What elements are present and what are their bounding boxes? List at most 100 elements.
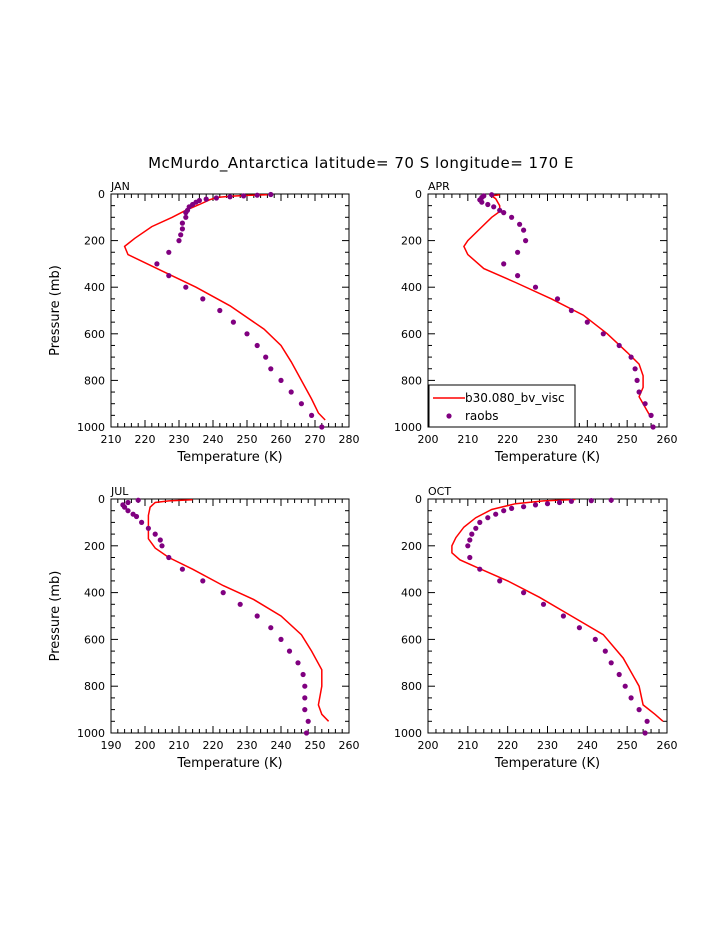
raobs-point bbox=[497, 578, 503, 584]
x-tick-label: 220 bbox=[497, 739, 518, 752]
x-tick-label: 240 bbox=[203, 433, 224, 446]
raobs-point bbox=[568, 307, 575, 314]
raobs-point bbox=[125, 499, 131, 506]
raobs-point bbox=[154, 261, 160, 267]
raobs-point bbox=[305, 718, 311, 724]
legend-obs-label: raobs bbox=[465, 409, 499, 423]
raobs-point bbox=[302, 683, 308, 689]
raobs-point bbox=[532, 284, 539, 290]
raobs-point bbox=[286, 648, 293, 654]
month-label: JAN bbox=[110, 180, 130, 193]
model-profile-line bbox=[123, 194, 326, 421]
x-tick-label: 250 bbox=[617, 433, 638, 446]
legend-obs-swatch bbox=[446, 413, 452, 419]
plot-frame bbox=[110, 193, 350, 428]
x-tick-label: 240 bbox=[577, 739, 598, 752]
raobs-point bbox=[237, 601, 243, 607]
raobs-point bbox=[179, 226, 185, 232]
raobs-point bbox=[166, 273, 172, 279]
y-axis-label: Pressure (mb) bbox=[48, 571, 63, 662]
x-tick-label: 280 bbox=[339, 433, 360, 446]
raobs-point bbox=[254, 342, 260, 349]
y-tick-label: 400 bbox=[84, 281, 105, 294]
panel-jul: JUL 190 200 210 220 230 240 250 260 0 200 400 600 800… bbox=[48, 485, 360, 771]
raobs-point bbox=[227, 194, 233, 200]
month-label: JUL bbox=[110, 485, 129, 498]
legend-box bbox=[428, 384, 576, 428]
x-tick-label: 230 bbox=[537, 433, 558, 446]
figure-title: McMurdo_Antarctica latitude= 70 S longit… bbox=[148, 154, 574, 173]
raobs-point bbox=[200, 296, 206, 302]
raobs-point bbox=[157, 537, 163, 543]
raobs-point bbox=[309, 412, 315, 418]
y-tick-label: 0 bbox=[415, 493, 422, 506]
model-profile-line bbox=[147, 499, 330, 722]
x-axis-label: Temperature (K) bbox=[494, 450, 600, 465]
raobs-point bbox=[467, 537, 473, 543]
raobs-point bbox=[501, 210, 507, 216]
raobs-point bbox=[556, 499, 563, 506]
raobs-point bbox=[515, 249, 521, 255]
raobs-point bbox=[133, 513, 140, 520]
raobs-point bbox=[145, 525, 151, 531]
raobs-point bbox=[152, 531, 158, 537]
x-tick-label: 220 bbox=[203, 739, 224, 752]
raobs-point bbox=[473, 525, 479, 531]
month-label: APR bbox=[428, 180, 450, 193]
raobs-point bbox=[584, 319, 590, 325]
raobs-point bbox=[268, 625, 274, 631]
raobs-point bbox=[254, 613, 260, 619]
y-tick-label: 800 bbox=[84, 374, 105, 387]
y-tick-label: 1000 bbox=[77, 727, 105, 740]
x-tick-label: 210 bbox=[169, 739, 190, 752]
raobs-point bbox=[523, 238, 529, 244]
raobs-point bbox=[254, 192, 260, 198]
raobs-point bbox=[183, 210, 189, 216]
panel-oct: OCT 200 210 220 230 240 250 260 0 200 400 600 800 100… bbox=[394, 485, 678, 771]
raobs-point bbox=[183, 214, 189, 220]
raobs-point bbox=[135, 497, 141, 503]
raobs-point bbox=[628, 695, 634, 701]
raobs-point bbox=[303, 730, 310, 736]
y-tick-label: 800 bbox=[401, 680, 422, 693]
y-tick-label: 200 bbox=[84, 540, 105, 553]
raobs-point bbox=[636, 389, 642, 395]
raobs-point bbox=[642, 401, 648, 407]
raobs-point bbox=[166, 249, 172, 255]
raobs-point bbox=[608, 660, 614, 666]
raobs-point bbox=[576, 625, 583, 631]
raobs-point bbox=[288, 389, 294, 395]
raobs-point bbox=[302, 707, 308, 713]
raobs-point bbox=[200, 578, 206, 584]
y-tick-label: 400 bbox=[401, 587, 422, 600]
x-tick-label: 270 bbox=[305, 433, 326, 446]
raobs-point bbox=[300, 671, 306, 678]
x-tick-label: 260 bbox=[657, 739, 678, 752]
y-tick-label: 400 bbox=[84, 587, 105, 600]
raobs-point bbox=[479, 199, 485, 205]
raobs-point bbox=[176, 238, 182, 244]
raobs-point bbox=[616, 342, 622, 349]
x-tick-label: 220 bbox=[135, 433, 156, 446]
x-tick-label: 250 bbox=[237, 433, 258, 446]
x-tick-label: 210 bbox=[457, 739, 478, 752]
x-tick-label: 260 bbox=[339, 739, 360, 752]
x-tick-label: 220 bbox=[497, 433, 518, 446]
y-tick-label: 400 bbox=[401, 281, 422, 294]
x-tick-label: 210 bbox=[101, 433, 122, 446]
raobs-point bbox=[213, 195, 219, 201]
raobs-point bbox=[600, 331, 606, 337]
y-tick-label: 200 bbox=[401, 235, 422, 248]
y-tick-label: 200 bbox=[84, 235, 105, 248]
raobs-point bbox=[602, 648, 608, 654]
raobs-point bbox=[477, 519, 483, 526]
x-tick-label: 200 bbox=[418, 433, 439, 446]
raobs-point bbox=[532, 502, 539, 508]
raobs-point bbox=[122, 504, 128, 510]
raobs-point bbox=[263, 354, 269, 360]
y-tick-label: 800 bbox=[401, 374, 422, 387]
raobs-point bbox=[469, 531, 475, 537]
